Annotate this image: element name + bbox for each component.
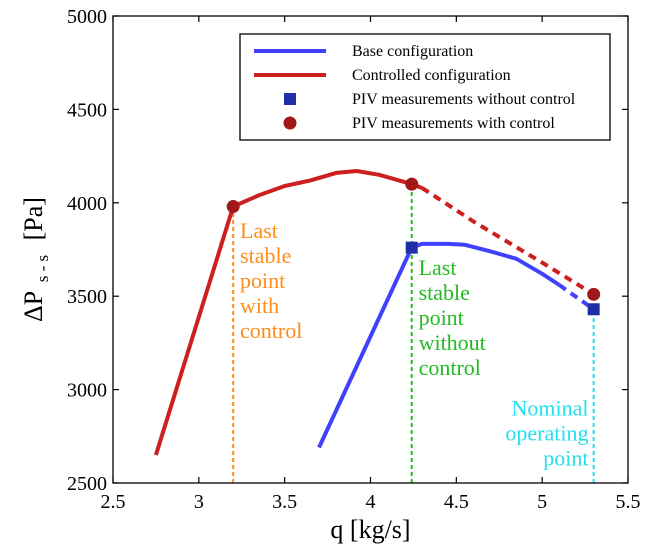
annotation-line: operating bbox=[505, 420, 588, 445]
annotation-last-stable-with-control: Last stable point with control bbox=[240, 218, 302, 343]
annotation-line: Nominal bbox=[512, 395, 589, 420]
y-tick-label: 3500 bbox=[67, 286, 107, 308]
legend-entry-label: Base configuration bbox=[352, 43, 473, 60]
reference-lines bbox=[232, 184, 595, 483]
legend-square-swatch bbox=[284, 93, 296, 105]
x-tick-label: 5 bbox=[537, 491, 547, 513]
y-tick-label: 4000 bbox=[67, 193, 107, 215]
annotation-nominal-operating-point: Nominal operating point bbox=[505, 395, 588, 470]
y-axis-label-main: ΔP bbox=[19, 291, 48, 322]
marker-piv-with-control bbox=[226, 200, 240, 214]
annotation-line: stable bbox=[240, 243, 291, 268]
marker-piv-with-control bbox=[405, 177, 419, 191]
annotation-line: stable bbox=[419, 280, 470, 305]
x-tick-label: 3.5 bbox=[272, 491, 297, 513]
annotation-line: Last bbox=[240, 218, 278, 243]
y-tick-label: 2500 bbox=[67, 473, 107, 495]
annotation-line: control bbox=[419, 355, 481, 380]
series-controlled-configuration bbox=[153, 169, 423, 456]
x-axis-label: q [kg/s] bbox=[330, 515, 410, 544]
legend: Base configuration Controlled configurati… bbox=[239, 33, 611, 141]
legend-circle-swatch bbox=[283, 116, 297, 130]
annotation-line: point bbox=[240, 268, 285, 293]
x-tick-label: 3 bbox=[194, 491, 204, 513]
legend-entry-label: Controlled configuration bbox=[352, 67, 511, 84]
y-tick-label: 5000 bbox=[67, 6, 107, 28]
marker-piv-with-control bbox=[587, 287, 601, 301]
y-axis-label: ΔP s - s [Pa] bbox=[19, 197, 54, 322]
x-tick-label: 4 bbox=[366, 491, 376, 513]
annotation-line: control bbox=[240, 318, 302, 343]
x-tick-label: 2.5 bbox=[101, 491, 126, 513]
axis-ticks: 2.5 3 3.5 4 4.5 5 5.5 2500 3000 3500 4000 4500 5000 bbox=[67, 6, 641, 513]
annotation-line: point bbox=[419, 305, 464, 330]
annotation-line: with bbox=[240, 293, 279, 318]
annotation-line: without bbox=[419, 330, 486, 355]
marker-piv-without-control bbox=[405, 241, 418, 254]
marker-piv-without-control bbox=[587, 303, 600, 316]
y-axis-label-subscript: s - s bbox=[33, 255, 52, 282]
y-axis-label-unit: [Pa] bbox=[19, 197, 48, 240]
data-markers bbox=[226, 177, 601, 316]
x-tick-label: 5.5 bbox=[616, 491, 641, 513]
y-tick-label: 3000 bbox=[67, 380, 107, 402]
legend-entry-label: PIV measurements without control bbox=[352, 91, 576, 108]
annotation-line: point bbox=[543, 445, 588, 470]
annotation-line: Last bbox=[419, 255, 457, 280]
annotation-last-stable-without-control: Last stable point without control bbox=[419, 255, 486, 380]
legend-entry-label: PIV measurements with control bbox=[352, 115, 555, 132]
x-tick-label: 4.5 bbox=[444, 491, 469, 513]
y-tick-label: 4500 bbox=[67, 99, 107, 121]
series-controlled-configuration-extrapolated bbox=[420, 186, 595, 297]
